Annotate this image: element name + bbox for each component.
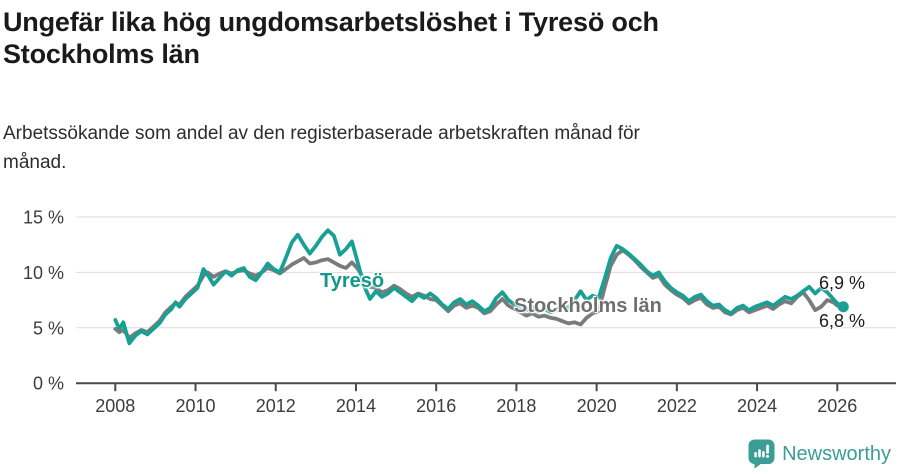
end-value-label-tyreso: 6,9 % xyxy=(819,273,866,293)
series-line-stockholms-l-n xyxy=(113,248,846,340)
y-tick-label-5: 5 % xyxy=(33,318,64,338)
x-tick-label-2018: 2018 xyxy=(496,396,536,416)
y-tick-label-10: 10 % xyxy=(23,263,64,283)
newsworthy-logo[interactable]: Newsworthy xyxy=(748,439,891,469)
x-tick-label-2020: 2020 xyxy=(577,396,617,416)
x-tick-label-2024: 2024 xyxy=(737,396,777,416)
y-tick-label-15: 15 % xyxy=(23,208,64,228)
x-tick-label-2010: 2010 xyxy=(175,396,215,416)
x-tick-label-2012: 2012 xyxy=(256,396,296,416)
page-title: Ungefär lika hög ungdomsarbetslöshet i T… xyxy=(3,7,659,69)
newsworthy-icon xyxy=(748,439,775,469)
newsworthy-wordmark: Newsworthy xyxy=(782,442,891,465)
x-tick-label-2022: 2022 xyxy=(657,396,697,416)
end-value-label-stockholms-lan: 6,8 % xyxy=(819,311,866,331)
page-subtitle: Arbetssökande som andel av den registerb… xyxy=(3,123,640,173)
x-tick-label-2014: 2014 xyxy=(336,396,376,416)
x-tick-label-2008: 2008 xyxy=(95,396,135,416)
x-tick-label-2016: 2016 xyxy=(416,396,456,416)
series-line-tyres xyxy=(113,228,846,346)
y-tick-label-0: 0 % xyxy=(33,374,64,394)
x-tick-label-2026: 2026 xyxy=(817,396,857,416)
series-end-dot-tyres xyxy=(837,301,849,313)
